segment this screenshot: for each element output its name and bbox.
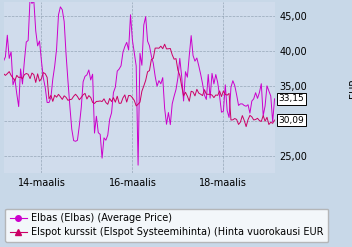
Legend: Elbas (Elbas) (Average Price), Elspot kurssit (Elspot Systeemihinta) (Hinta vuor: Elbas (Elbas) (Average Price), Elspot ku… <box>5 208 328 242</box>
Text: 30,09: 30,09 <box>279 116 304 124</box>
Text: 33,15: 33,15 <box>279 94 304 103</box>
Y-axis label: EUR: EUR <box>349 78 352 98</box>
